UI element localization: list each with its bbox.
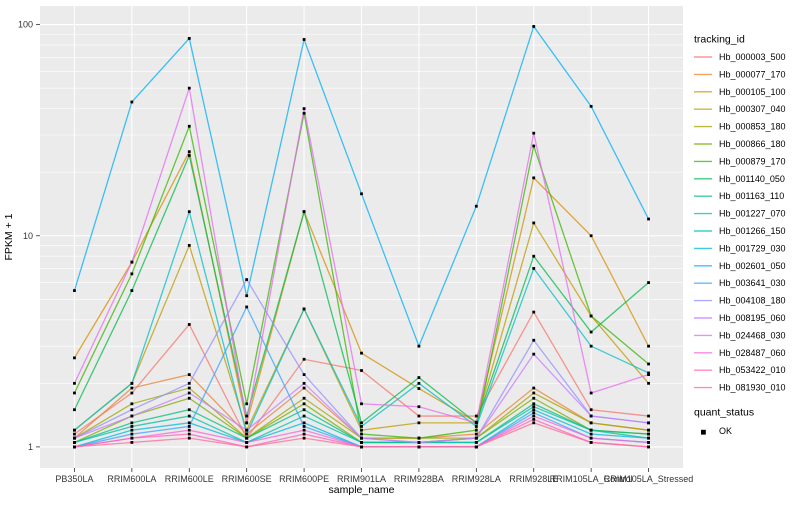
svg-text:Hb_002601_050: Hb_002601_050 (719, 261, 786, 271)
svg-text:Hb_000853_180: Hb_000853_180 (719, 122, 786, 132)
svg-text:RRIM901LA: RRIM901LA (337, 474, 386, 484)
svg-text:Hb_004108_180: Hb_004108_180 (719, 296, 786, 306)
svg-text:Hb_000105_100: Hb_000105_100 (719, 87, 786, 97)
svg-text:tracking_id: tracking_id (694, 34, 745, 46)
svg-text:Hb_081930_010: Hb_081930_010 (719, 383, 786, 393)
svg-text:RRIM600SE: RRIM600SE (222, 474, 272, 484)
svg-text:Hb_003641_030: Hb_003641_030 (719, 278, 786, 288)
svg-text:Hb_000077_170: Hb_000077_170 (719, 69, 786, 79)
svg-text:Hb_001227_070: Hb_001227_070 (719, 209, 786, 219)
svg-text:10: 10 (23, 231, 33, 241)
svg-text:Hb_053422_010: Hb_053422_010 (719, 365, 786, 375)
svg-text:Hb_001729_030: Hb_001729_030 (719, 243, 786, 253)
svg-text:sample_name: sample_name (329, 484, 395, 496)
svg-text:RRIM928BA: RRIM928BA (394, 474, 444, 484)
svg-text:100: 100 (18, 20, 33, 30)
svg-text:RRIM105LA_Stressed: RRIM105LA_Stressed (604, 474, 694, 484)
svg-text:Hb_028487_060: Hb_028487_060 (719, 348, 786, 358)
svg-text:1: 1 (28, 442, 33, 452)
svg-text:OK: OK (719, 426, 732, 436)
svg-text:RRIM928LA: RRIM928LA (452, 474, 501, 484)
svg-text:Hb_008195_060: Hb_008195_060 (719, 313, 786, 323)
svg-text:Hb_001140_050: Hb_001140_050 (719, 174, 785, 184)
svg-text:quant_status: quant_status (694, 407, 754, 419)
svg-text:Hb_000307_040: Hb_000307_040 (719, 104, 786, 114)
svg-text:Hb_024468_030: Hb_024468_030 (719, 330, 786, 340)
svg-text:RRIM600LE: RRIM600LE (165, 474, 214, 484)
svg-text:Hb_001266_150: Hb_001266_150 (719, 226, 786, 236)
svg-text:Hb_000866_180: Hb_000866_180 (719, 139, 786, 149)
svg-text:RRIM600LA: RRIM600LA (107, 474, 156, 484)
svg-text:PB350LA: PB350LA (55, 474, 93, 484)
svg-text:Hb_000003_500: Hb_000003_500 (719, 52, 786, 62)
svg-text:Hb_000879_170: Hb_000879_170 (719, 156, 786, 166)
svg-text:FPKM + 1: FPKM + 1 (3, 213, 15, 260)
svg-text:Hb_001163_110: Hb_001163_110 (719, 191, 784, 201)
svg-text:RRIM600PE: RRIM600PE (279, 474, 329, 484)
